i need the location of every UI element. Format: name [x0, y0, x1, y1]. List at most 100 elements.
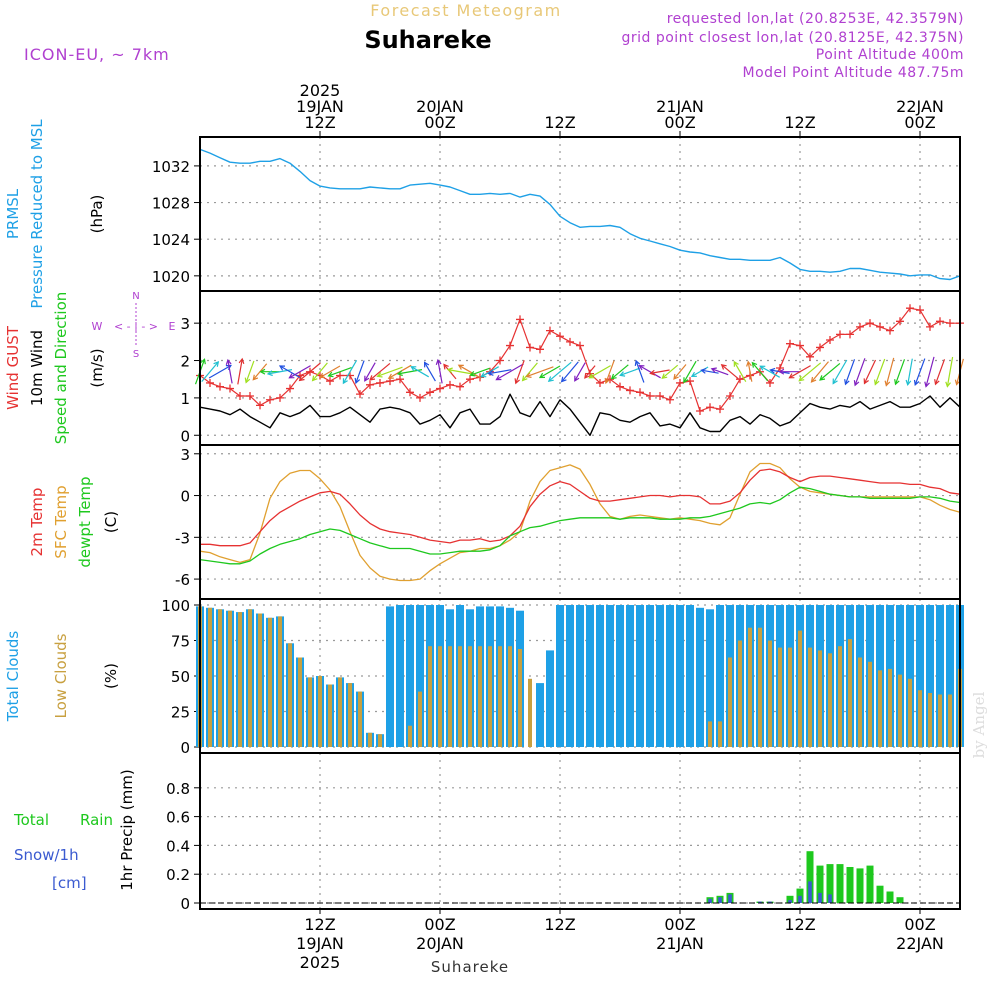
wind-arrow-head — [521, 375, 528, 382]
gust-marker — [736, 375, 744, 384]
y-tick-label: 0 — [180, 739, 190, 757]
wind-direction-arrow — [619, 367, 641, 376]
gust-marker — [216, 382, 224, 391]
y-axis-title: Pressure Reduced to MSL — [28, 119, 46, 309]
gust-marker — [926, 322, 934, 331]
wind-arrow-head — [894, 379, 900, 386]
wind-arrow-head — [588, 373, 595, 379]
gust-marker — [836, 330, 844, 339]
wind-direction-arrow — [819, 362, 841, 381]
wind-arrow-head — [213, 360, 220, 367]
wind-arrow-head — [661, 373, 668, 380]
y-tick-label: 1024 — [152, 231, 190, 249]
gust-marker — [666, 395, 674, 404]
wind-arrow-head — [364, 375, 370, 382]
compass-east: E — [169, 320, 176, 333]
y-axis-title: (C) — [102, 511, 120, 533]
gust-marker — [556, 332, 564, 341]
y-tick-label: 100 — [161, 597, 190, 615]
gust-marker — [376, 378, 384, 387]
total-clouds-bar — [676, 605, 684, 747]
gust-marker — [676, 378, 684, 387]
y-tick-label: 0 — [180, 427, 190, 445]
gust-marker — [206, 378, 214, 387]
wind-direction-arrow — [364, 362, 376, 382]
bottom-time-label: 00Z — [664, 915, 695, 934]
wind-direction-arrow — [369, 362, 391, 381]
wind-arrow-head — [788, 373, 795, 379]
wind-direction-arrow — [279, 365, 301, 379]
rain-bar — [816, 865, 824, 903]
low-clouds-bar — [218, 609, 222, 747]
y-axis-title: dewpt Temp — [76, 476, 94, 567]
total-clouds-bar — [546, 650, 554, 747]
gust-marker — [706, 403, 714, 412]
low-clouds-bar — [908, 678, 912, 747]
wind-direction-arrow — [863, 359, 877, 384]
gust-marker — [546, 326, 554, 335]
wind-arrow-head — [200, 358, 206, 365]
precip-legend-total: Total — [13, 811, 49, 829]
panel-frame-precip — [199, 752, 961, 910]
y-tick-label: 0 — [180, 895, 190, 913]
wind-direction-arrow — [447, 369, 473, 375]
snow-bar — [808, 881, 812, 903]
gust-marker — [866, 319, 874, 328]
gust-marker — [886, 326, 894, 335]
rain-bar — [896, 897, 904, 903]
gust-marker — [936, 317, 944, 326]
bottom-time-label: 21JAN — [656, 934, 704, 953]
wind-arrow-head — [733, 360, 739, 367]
low-clouds-bar — [508, 646, 512, 747]
wind-arrow-head — [457, 364, 464, 370]
wind-direction-arrow — [844, 359, 856, 385]
gust-marker — [536, 345, 544, 354]
wind-direction-arrow — [289, 365, 311, 379]
wind-direction-arrow — [410, 366, 430, 378]
wind-arrow-head — [638, 364, 645, 371]
rain-bar — [876, 885, 884, 903]
wind-direction-arrow — [355, 360, 365, 384]
y-tick-label: 75 — [171, 633, 190, 651]
total-clouds-bar — [636, 605, 644, 747]
rain-bar — [856, 868, 864, 903]
gust-marker — [396, 375, 404, 384]
wind-arrow-head — [327, 371, 334, 378]
low-clouds-bar — [358, 691, 362, 747]
gust-marker — [796, 341, 804, 350]
top-time-label: 00Z — [664, 113, 695, 132]
wind-arrow-head — [266, 370, 273, 377]
wind-arrow-head — [832, 378, 838, 385]
wind-arrow-head — [469, 371, 476, 377]
wind-arrow-head — [683, 377, 689, 384]
panel-frames — [199, 136, 961, 910]
wind-direction-arrow — [488, 369, 512, 375]
top-time-label: 12Z — [304, 113, 335, 132]
snow-bar — [768, 901, 772, 903]
top-time-label: 22JAN — [896, 97, 944, 116]
low-clouds-bar — [778, 647, 782, 747]
low-clouds-bar — [898, 674, 902, 747]
rain-bar — [806, 851, 814, 903]
gust-marker — [496, 356, 504, 365]
wind-arrow-head — [238, 357, 245, 364]
wind-arrow-head — [778, 368, 785, 375]
y-axis-title: (m/s) — [88, 348, 106, 387]
low-clouds-bar — [808, 647, 812, 747]
wind-direction-arrow — [798, 362, 822, 382]
gust-marker — [356, 390, 364, 399]
gridpoint-coords: grid point closest lon,lat (20.8125E, 42… — [621, 30, 964, 46]
total-clouds-bar — [946, 605, 954, 747]
wind-arrow-head — [690, 371, 697, 378]
y-axis-title: Total Clouds — [4, 631, 22, 723]
station-title: Suhareke — [364, 26, 491, 54]
top-time-label: 2025 — [300, 81, 341, 100]
total-clouds-bar — [556, 605, 564, 747]
gust-marker — [816, 343, 824, 352]
grid-lines — [200, 137, 960, 909]
wind-arrow-head — [342, 378, 348, 385]
gust-marker — [686, 377, 694, 386]
gust-marker — [426, 388, 434, 397]
compass-south: S — [133, 349, 139, 360]
